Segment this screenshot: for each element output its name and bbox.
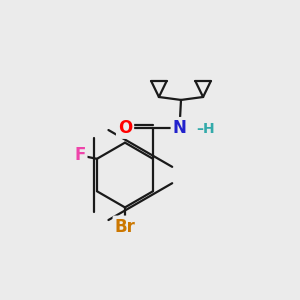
Text: N: N <box>172 119 187 137</box>
Text: F: F <box>74 146 85 164</box>
Text: –H: –H <box>196 122 215 136</box>
Text: O: O <box>118 119 132 137</box>
Text: Br: Br <box>115 218 135 236</box>
